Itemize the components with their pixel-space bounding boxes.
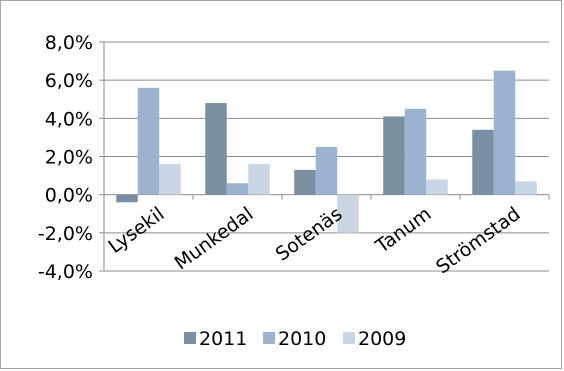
- bar-2011-Strömstad: [472, 129, 494, 195]
- category-label: Munkedal: [170, 203, 257, 275]
- bar-2011-Lysekil: [116, 194, 138, 203]
- y-tick-label: 4,0%: [45, 108, 93, 130]
- bar-2010-Lysekil: [137, 87, 160, 195]
- bar-2009-Tanum: [426, 179, 448, 195]
- axes: [99, 41, 550, 272]
- bar-2009-Sotenäs: [337, 194, 359, 233]
- gridlines: [104, 41, 549, 272]
- y-tick-label: 6,0%: [45, 70, 93, 92]
- y-tick-label: 0,0%: [45, 185, 93, 207]
- legend-label: 2011: [199, 328, 247, 350]
- y-tick-label: 2,0%: [45, 147, 93, 169]
- legend: 2011 2010 2009: [184, 328, 406, 350]
- category-label: Sotenäs: [272, 203, 347, 266]
- bar-2009-Lysekil: [159, 164, 181, 195]
- bar-2010-Tanum: [404, 108, 427, 195]
- y-tick-label: -4,0%: [38, 261, 93, 283]
- y-tick-label: 8,0%: [45, 32, 93, 54]
- legend-swatch-2011: [184, 332, 196, 344]
- category-label: Lysekil: [104, 203, 168, 258]
- bar-2010-Strömstad: [493, 70, 516, 195]
- bar-2010-Sotenäs: [315, 146, 338, 195]
- bar-2009-Strömstad: [515, 181, 537, 195]
- bar-2010-Munkedal: [226, 183, 249, 195]
- legend-swatch-2009: [343, 332, 355, 344]
- bar-2009-Munkedal: [248, 164, 270, 195]
- category-label: Strömstad: [432, 203, 524, 278]
- y-tick-label: -2,0%: [38, 223, 93, 245]
- legend-label: 2010: [278, 328, 326, 350]
- bar-2011-Tanum: [383, 116, 405, 195]
- bar-2011-Sotenäs: [294, 169, 316, 195]
- legend-label: 2009: [358, 328, 406, 350]
- y-tick-labels: 8,0% 6,0% 4,0% 2,0% 0,0% -2,0% -4,0%: [38, 32, 93, 283]
- legend-swatch-2010: [263, 332, 275, 344]
- bar-2011-Munkedal: [205, 103, 227, 195]
- bars: [116, 70, 537, 233]
- category-label: Tanum: [371, 203, 435, 258]
